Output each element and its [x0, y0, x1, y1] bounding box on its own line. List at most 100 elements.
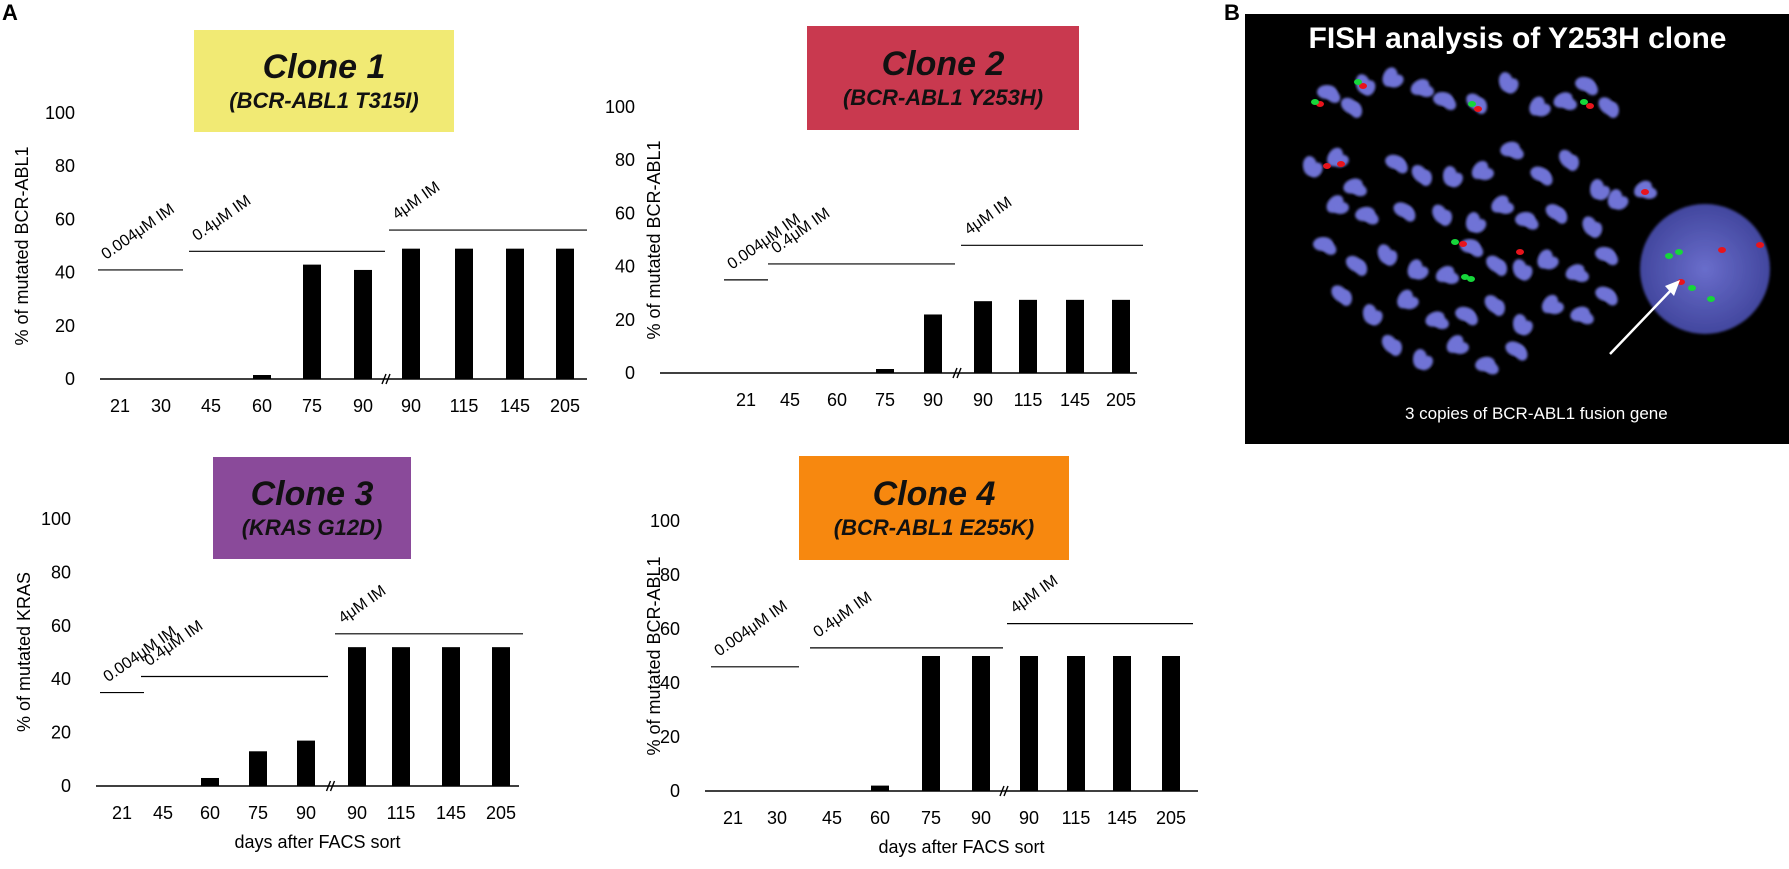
bar: [455, 248, 473, 379]
x-tick-label: 21: [110, 396, 130, 416]
chromosome: [1494, 260, 1508, 276]
panel-a-label: A: [2, 0, 18, 25]
chromosome: [1339, 290, 1353, 306]
red-signal: [1474, 106, 1482, 112]
arrow-shaft: [1609, 285, 1676, 355]
clone-2-subtitle: (BCR-ABL1 Y253H): [842, 85, 1044, 110]
chromosome: [1333, 201, 1349, 215]
chromosome: [1535, 103, 1551, 117]
y-tick-label: 40: [615, 257, 635, 277]
x-tick-label: 90: [1019, 808, 1039, 828]
axis-break-stroke: [999, 785, 1005, 797]
y-axis-label: % of mutated BCR-ABL1: [644, 140, 664, 339]
fish-caption: 3 copies of BCR-ABL1 fusion gene: [1405, 404, 1668, 423]
chromosome: [1443, 271, 1459, 285]
x-tick-label: 90: [923, 390, 943, 410]
clone-2-title-box: Clone 2 (BCR-ABL1 Y253H): [807, 26, 1079, 130]
red-signal: [1586, 103, 1594, 109]
x-tick-label: 90: [401, 396, 421, 416]
fish-title: FISH analysis of Y253H clone: [1308, 22, 1727, 55]
bar: [402, 248, 420, 379]
axis-break-stroke: [329, 780, 336, 792]
bar: [1020, 656, 1038, 791]
y-tick-label: 0: [670, 781, 680, 801]
chromosome: [1539, 170, 1553, 186]
bar: [492, 647, 510, 786]
clone-3-subtitle: (KRAS G12D): [241, 515, 383, 540]
x-tick-label: 75: [248, 803, 268, 823]
chromosome: [1508, 146, 1524, 160]
y-tick-label: 60: [660, 619, 680, 639]
y-axis-label: % of mutated KRAS: [14, 572, 34, 732]
clone-4-subtitle: (BCR-ABL1 E255K): [833, 515, 1035, 540]
red-signal: [1756, 242, 1764, 248]
green-signal: [1467, 276, 1475, 282]
x-tick-label: 205: [1106, 390, 1136, 410]
axis-break-stroke: [1003, 785, 1009, 797]
x-tick-label: 30: [767, 808, 787, 828]
chart-3: 0 20 40 60 80 100 % of mutated KRAS 21 45 60 75 90 9…: [14, 509, 523, 852]
x-tick-label: 145: [1060, 390, 1090, 410]
bar: [974, 301, 992, 373]
axis-break-mark: [381, 373, 391, 385]
bar: [1162, 656, 1180, 791]
chromosome: [1573, 269, 1589, 283]
chromosome: [1418, 84, 1434, 98]
x-tick-label: 90: [353, 396, 373, 416]
panel-b-label: B: [1224, 0, 1240, 25]
chromosome: [1388, 74, 1404, 88]
x-tick-label: 90: [971, 808, 991, 828]
chromosome: [1419, 170, 1433, 186]
x-tick-label: 90: [347, 803, 367, 823]
treatment-label: 0.4μM IM: [811, 589, 876, 641]
green-signal: [1461, 274, 1469, 280]
x-tick-label: 205: [1156, 808, 1186, 828]
interphase-nucleus: [1640, 204, 1770, 334]
y-tick-label: 80: [55, 156, 75, 176]
axis-break-mark: [952, 367, 962, 379]
x-tick-label: 21: [736, 390, 756, 410]
x-tick-label: 75: [302, 396, 322, 416]
x-tick-label: 75: [875, 390, 895, 410]
chromosome: [1354, 260, 1368, 276]
x-tick-label: 45: [780, 390, 800, 410]
chromosome: [1519, 320, 1533, 336]
bar: [303, 264, 321, 379]
x-tick-label: 90: [296, 803, 316, 823]
treatment-label: 4μM IM: [1008, 572, 1062, 617]
green-signal: [1688, 285, 1696, 291]
red-signal: [1323, 163, 1331, 169]
treatment-label: 4μM IM: [336, 582, 390, 627]
axis-break-mark: [999, 785, 1009, 797]
bar: [876, 369, 894, 373]
x-tick-label: 205: [550, 396, 580, 416]
clone-4-title: Clone 4: [872, 475, 996, 513]
chromosome: [1369, 310, 1383, 326]
y-tick-label: 20: [51, 723, 71, 743]
chromosome: [1584, 80, 1598, 96]
chromosome: [1325, 89, 1341, 103]
y-tick-label: 40: [51, 669, 71, 689]
chromosome: [1604, 250, 1618, 266]
x-tick-label: 45: [822, 808, 842, 828]
bar: [1113, 656, 1131, 791]
bar: [442, 647, 460, 786]
chromosome: [1523, 216, 1539, 230]
y-tick-label: 0: [625, 363, 635, 383]
y-tick-label: 40: [55, 263, 75, 283]
chart-2: 0 20 40 60 80 100 % of mutated BCR-ABL1 21 45 60 7…: [605, 97, 1143, 410]
x-tick-label: 115: [450, 396, 479, 416]
y-tick-label: 100: [605, 97, 635, 117]
chromosome: [1402, 206, 1416, 222]
y-tick-label: 80: [660, 565, 680, 585]
chromosome: [1606, 102, 1620, 118]
x-tick-label: 60: [827, 390, 847, 410]
axis-break-stroke: [381, 373, 387, 385]
x-tick-label: 21: [112, 803, 132, 823]
chromosome: [1439, 210, 1453, 226]
axis-break-mark: [325, 780, 336, 792]
bar: [506, 248, 524, 379]
red-signal: [1459, 241, 1467, 247]
x-tick-label: 205: [486, 803, 516, 823]
arrow-head: [1665, 280, 1680, 296]
